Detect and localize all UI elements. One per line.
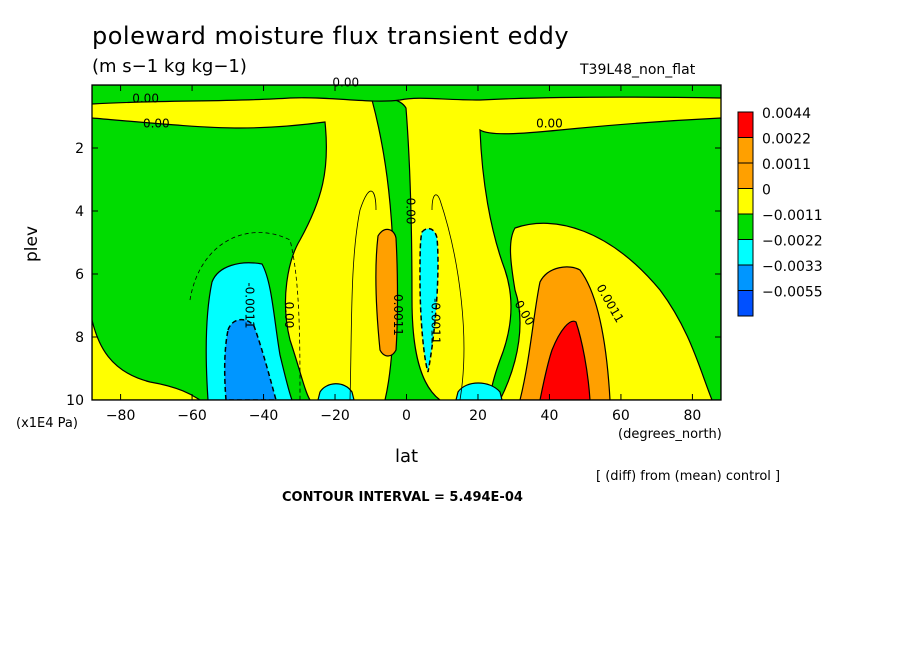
legend-label: −0.0055 bbox=[762, 285, 823, 301]
fill-yellow-south-low bbox=[92, 319, 201, 400]
legend-swatch bbox=[737, 264, 754, 291]
fill-orange-central bbox=[375, 228, 399, 357]
contour-label: 0.0011 bbox=[391, 294, 405, 336]
fill-red-north bbox=[539, 320, 591, 400]
contour-label: -0.0011 bbox=[243, 282, 257, 328]
chart-units: (m s−1 kg kg−1) bbox=[92, 56, 247, 77]
x-tick-label: 60 bbox=[612, 408, 630, 424]
legend-swatch bbox=[737, 239, 754, 266]
legend-swatch bbox=[737, 111, 754, 138]
y-axis: 2 4 6 8 10 bbox=[66, 141, 721, 409]
fill-cyan-surface-south bbox=[317, 383, 355, 400]
legend-label: 0.0011 bbox=[762, 157, 811, 173]
contour-label: 0.00 bbox=[143, 117, 170, 131]
diff-note: [ (diff) from (mean) control ] bbox=[596, 469, 781, 484]
legend-label: 0.0044 bbox=[762, 106, 811, 122]
x-axis-units: (degrees_north) bbox=[618, 427, 722, 442]
legend-swatch bbox=[737, 213, 754, 240]
y-tick-label: 6 bbox=[75, 267, 84, 283]
legend-label: 0 bbox=[762, 183, 771, 199]
x-tick-label: 0 bbox=[402, 408, 411, 424]
contour-label: 0.00 bbox=[404, 198, 418, 225]
contour-interval: CONTOUR INTERVAL = 5.494E-04 bbox=[282, 490, 523, 505]
legend-swatch bbox=[737, 137, 754, 164]
contour-label: 0.00 bbox=[332, 76, 359, 90]
x-axis-label: lat bbox=[395, 446, 419, 467]
legend-swatch bbox=[737, 188, 754, 215]
legend-label: −0.0011 bbox=[762, 208, 823, 224]
run-id: T39L48_non_flat bbox=[580, 62, 696, 78]
y-tick-label: 8 bbox=[75, 330, 84, 346]
fill-cyan-central bbox=[419, 227, 439, 375]
contour-label: 0.00 bbox=[282, 302, 296, 329]
x-axis: −80 −60 −40 −20 0 20 40 60 80 bbox=[106, 85, 701, 424]
x-tick-label: 20 bbox=[469, 408, 487, 424]
fill-cyan-surface-north bbox=[455, 382, 503, 400]
x-tick-label: −40 bbox=[249, 408, 279, 424]
y-axis-units: (x1E4 Pa) bbox=[16, 416, 78, 431]
x-tick-label: 80 bbox=[683, 408, 701, 424]
contour-fill-area bbox=[92, 85, 721, 400]
legend-label: −0.0033 bbox=[762, 259, 823, 275]
x-tick-label: −80 bbox=[106, 408, 136, 424]
y-tick-label: 2 bbox=[75, 141, 84, 157]
fill-blue-south bbox=[223, 318, 277, 400]
y-tick-label: 4 bbox=[75, 204, 84, 220]
x-tick-label: −60 bbox=[177, 408, 207, 424]
color-legend: 0.0044 0.0022 0.0011 0 −0.0011 −0.0022 −0.0033… bbox=[737, 106, 823, 317]
contour-label: -0.0011 bbox=[429, 298, 443, 344]
x-tick-label: 40 bbox=[541, 408, 559, 424]
legend-swatch bbox=[737, 162, 754, 189]
x-tick-label: −20 bbox=[320, 408, 350, 424]
contour-label: 0.00 bbox=[536, 117, 563, 131]
legend-swatch bbox=[737, 290, 754, 317]
contour-line-central-thin bbox=[349, 190, 377, 400]
y-tick-label: 10 bbox=[66, 393, 84, 409]
chart-title: poleward moisture flux transient eddy bbox=[92, 22, 570, 50]
contour-label: 0.00 bbox=[132, 91, 159, 105]
contour-line-north-thin bbox=[431, 194, 465, 400]
legend-label: −0.0022 bbox=[762, 234, 823, 250]
legend-label: 0.0022 bbox=[762, 132, 811, 148]
fill-green-top bbox=[92, 85, 721, 105]
